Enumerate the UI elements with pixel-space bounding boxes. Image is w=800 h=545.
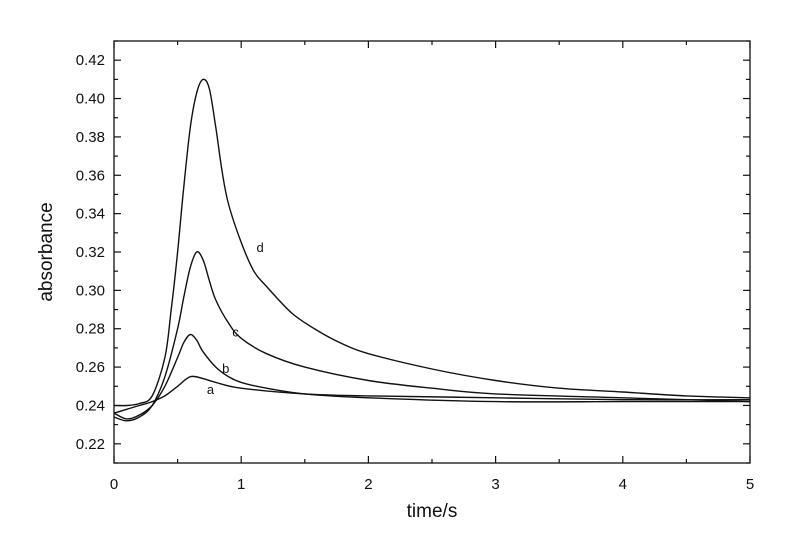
curve-label-b: b (222, 361, 229, 376)
curves (113, 78, 751, 422)
y-tick-label: 0.40 (76, 91, 105, 108)
y-tick-label: 0.24 (76, 397, 105, 414)
y-tick-label: 0.26 (76, 359, 105, 376)
y-tick-labels: 0.22 0.24 0.26 0.28 0.30 0.32 0.34 0.36 0.38 0.40… (76, 52, 105, 453)
x-tick-label: 2 (364, 476, 372, 493)
x-tick-label: 1 (237, 476, 245, 493)
x-tick-label: 0 (110, 476, 118, 493)
series-line-c (113, 251, 751, 422)
x-tick-labels: 0 1 2 3 4 5 (110, 476, 754, 493)
x-tick-label: 5 (746, 476, 754, 493)
curve-label-c: c (232, 324, 239, 339)
x-tick-label: 3 (491, 476, 499, 493)
series-line-a (113, 375, 751, 414)
y-tick-label: 0.36 (76, 167, 105, 184)
series-line-d (113, 78, 751, 407)
x-axis-title: time/s (407, 501, 458, 522)
curve-label-d: d (256, 240, 263, 255)
x-tick-label: 4 (619, 476, 627, 493)
y-tick-label: 0.28 (76, 321, 105, 338)
series-line-b (113, 333, 750, 420)
y-tick-label: 0.22 (76, 436, 105, 453)
axis-ticks (113, 40, 751, 464)
y-tick-label: 0.34 (76, 206, 105, 223)
curve-label-a: a (207, 382, 215, 397)
y-tick-label: 0.30 (76, 282, 105, 299)
y-tick-label: 0.32 (76, 244, 105, 261)
curve-labels: ab c d (207, 240, 264, 397)
y-axis-title: absorbance (36, 202, 57, 301)
y-tick-label: 0.42 (76, 52, 105, 69)
y-tick-label: 0.38 (76, 129, 105, 146)
